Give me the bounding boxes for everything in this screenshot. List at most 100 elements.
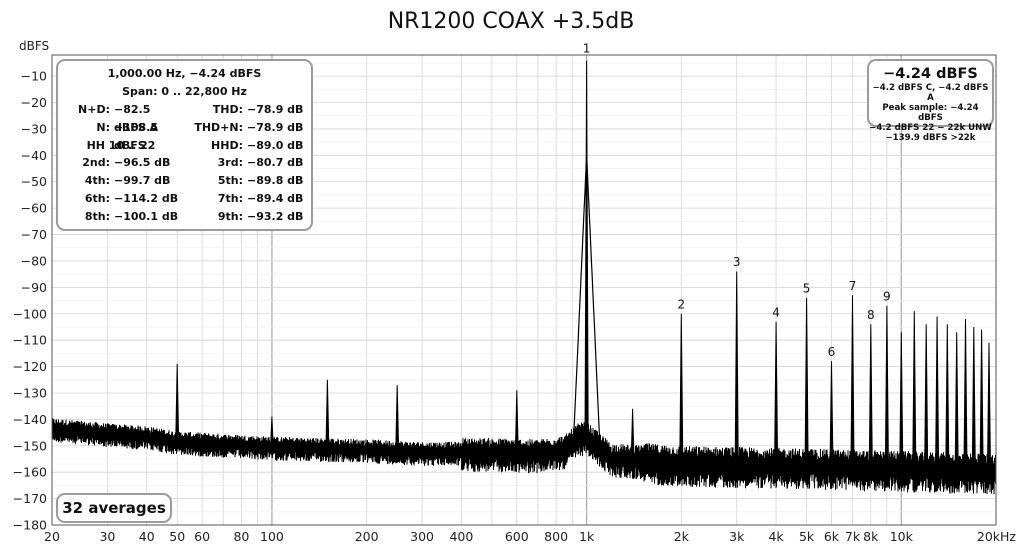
stat-label: N: bbox=[96, 120, 110, 134]
x-tick-label: 8k bbox=[863, 529, 879, 544]
stat-value: −100.1 dB bbox=[114, 209, 179, 223]
stats-row: 4th: −99.7 dB 5th: −89.8 dB bbox=[58, 172, 311, 190]
stat-label: 4th: bbox=[84, 174, 110, 188]
spectrum-spike bbox=[899, 332, 904, 476]
stats-row: N+D: −82.5 dBFS A THD: −78.9 dB bbox=[58, 101, 311, 134]
stat-value: −93.2 dB bbox=[247, 209, 304, 223]
spectrum-spike bbox=[175, 363, 180, 449]
plot-frame bbox=[51, 54, 997, 526]
level-readout-box: −4.24 dBFS −4.2 dBFS C, −4.2 dBFS A Peak… bbox=[867, 59, 994, 143]
harmonic-label: 1 bbox=[583, 41, 591, 55]
peak-sample: Peak sample: −4.24 dBFS bbox=[882, 103, 979, 123]
x-tick-label: 100 bbox=[260, 529, 284, 544]
stat-value: −89.0 dB bbox=[247, 138, 304, 152]
stat-label: 8th: bbox=[84, 209, 110, 223]
y-tick-label: −10 bbox=[21, 69, 47, 84]
x-tick-label: 300 bbox=[410, 529, 434, 544]
spectrum-spike bbox=[773, 321, 779, 472]
averages-badge: 32 averages bbox=[56, 493, 172, 523]
y-tick-label: −90 bbox=[21, 280, 47, 295]
harmonic-label: 4 bbox=[772, 305, 780, 319]
x-tick-label: 200 bbox=[355, 529, 379, 544]
spectrum-spike bbox=[514, 390, 519, 461]
x-tick-label: 2k bbox=[674, 529, 690, 544]
hh-range-label: HH 10 .. 22 bbox=[86, 138, 156, 152]
harmonic-label: 8 bbox=[867, 308, 875, 322]
spectrum-spike bbox=[630, 408, 635, 467]
x-tick-label: 3k bbox=[729, 529, 745, 544]
spectrum-spike bbox=[986, 342, 992, 478]
spectrum-spike bbox=[912, 311, 917, 476]
x-tick-label: 10k bbox=[890, 529, 914, 544]
stats-row: N: −108.5 dBFS THD+N: −78.9 dB bbox=[58, 119, 311, 152]
stat-value: −89.8 dB bbox=[247, 174, 304, 188]
x-tick-label: 50 bbox=[169, 529, 185, 544]
x-tick-label: 40 bbox=[139, 529, 155, 544]
y-tick-label: −180 bbox=[13, 518, 47, 533]
spectrum-spike bbox=[971, 326, 976, 478]
y-tick-label: −20 bbox=[21, 95, 47, 110]
x-tick-label: 6k bbox=[824, 529, 840, 544]
level-above-22k: −139.9 dBFS >22k bbox=[885, 133, 976, 143]
noise-floor-trace bbox=[51, 418, 997, 495]
y-tick-label: −130 bbox=[13, 385, 47, 400]
stats-row: 8th: −100.1 dB 9th: −93.2 dB bbox=[58, 208, 311, 226]
x-tick-label: 7k bbox=[845, 529, 861, 544]
x-tick-label: 5k bbox=[799, 529, 815, 544]
chart-title: NR1200 COAX +3.5dB bbox=[388, 9, 635, 34]
harmonic-label: 7 bbox=[849, 279, 857, 293]
harmonic-label: 2 bbox=[678, 297, 686, 311]
spectrum-trace bbox=[51, 60, 997, 495]
stat-label: THD: bbox=[212, 103, 243, 116]
stat-value: −80.7 dB bbox=[247, 156, 304, 170]
spectrum-spike bbox=[963, 318, 968, 478]
level-weighted: −4.2 dBFS C, −4.2 dBFS A bbox=[872, 83, 989, 103]
stat-label: 2nd: bbox=[82, 156, 110, 170]
spectrum-spike bbox=[734, 271, 739, 472]
y-axis-unit-label: dBFS bbox=[19, 39, 49, 53]
y-tick-label: −170 bbox=[13, 491, 47, 506]
stat-value: −78.9 dB bbox=[247, 120, 304, 134]
stat-value: −114.2 dB bbox=[114, 191, 179, 205]
level-main: −4.24 dBFS bbox=[883, 66, 978, 82]
stat-label: HHD: bbox=[211, 138, 243, 152]
spectrum-spike bbox=[325, 379, 330, 456]
harmonic-label: 9 bbox=[883, 290, 891, 304]
stat-value: −108.5 dBFS bbox=[114, 120, 159, 152]
x-tick-label: 800 bbox=[544, 529, 568, 544]
y-tick-label: −80 bbox=[21, 253, 47, 268]
y-tick-label: −50 bbox=[21, 174, 47, 189]
x-tick-label: 30 bbox=[99, 529, 115, 544]
spectrum-spike bbox=[395, 385, 400, 459]
x-tick-label: 4k bbox=[768, 529, 784, 544]
harmonic-label: 6 bbox=[828, 345, 836, 359]
spectrum-spike bbox=[954, 332, 959, 477]
harmonic-label: 5 bbox=[803, 282, 811, 296]
measurement-stats-box: 1,000.00 Hz, −4.24 dBFS Span: 0 .. 22,80… bbox=[56, 59, 313, 231]
spectrum-spike bbox=[679, 313, 684, 471]
stats-row: 2nd: −96.5 dB 3rd: −80.7 dB bbox=[58, 154, 311, 172]
y-tick-labels: −10 −20 −30 −40 −50 −60 −70 −80 −90 −100 −110 −120 −… bbox=[13, 69, 47, 533]
level-unweighted: −4.2 dBFS 22 − 22k UNW bbox=[869, 123, 992, 133]
stat-label: 7th: bbox=[217, 191, 243, 205]
x-tick-label: 20 bbox=[44, 529, 60, 544]
x-tick-label: 80 bbox=[233, 529, 249, 544]
span-readout: Span: 0 .. 22,800 Hz bbox=[122, 85, 247, 98]
y-tick-label: −70 bbox=[21, 227, 47, 242]
stat-label: 5th: bbox=[217, 174, 243, 188]
spectrum-spike bbox=[804, 297, 809, 473]
stats-row: HH 10 .. 22 HHD: −89.0 dB bbox=[58, 137, 311, 155]
spectrum-spike bbox=[584, 60, 589, 444]
stat-value: −99.7 dB bbox=[114, 174, 171, 188]
spectrum-spike bbox=[850, 295, 855, 474]
stat-label: N+D: bbox=[78, 103, 110, 116]
y-tick-label: −30 bbox=[21, 121, 47, 136]
stat-label: 3rd: bbox=[217, 156, 243, 170]
stat-value: −89.4 dB bbox=[247, 191, 304, 205]
spectrum-spike bbox=[934, 316, 940, 477]
stat-value: −96.5 dB bbox=[114, 156, 171, 170]
stat-label: 6th: bbox=[84, 191, 110, 205]
fundamental-readout: 1,000.00 Hz, −4.24 dBFS bbox=[107, 67, 262, 80]
x-tick-labels: 20 30 40 50 60 80 100 200 300 400 600 800 1k 2k 3k 4k 5k… bbox=[44, 529, 1016, 544]
harmonic-labels: 1 2 3 4 5 6 7 89 bbox=[583, 41, 891, 359]
